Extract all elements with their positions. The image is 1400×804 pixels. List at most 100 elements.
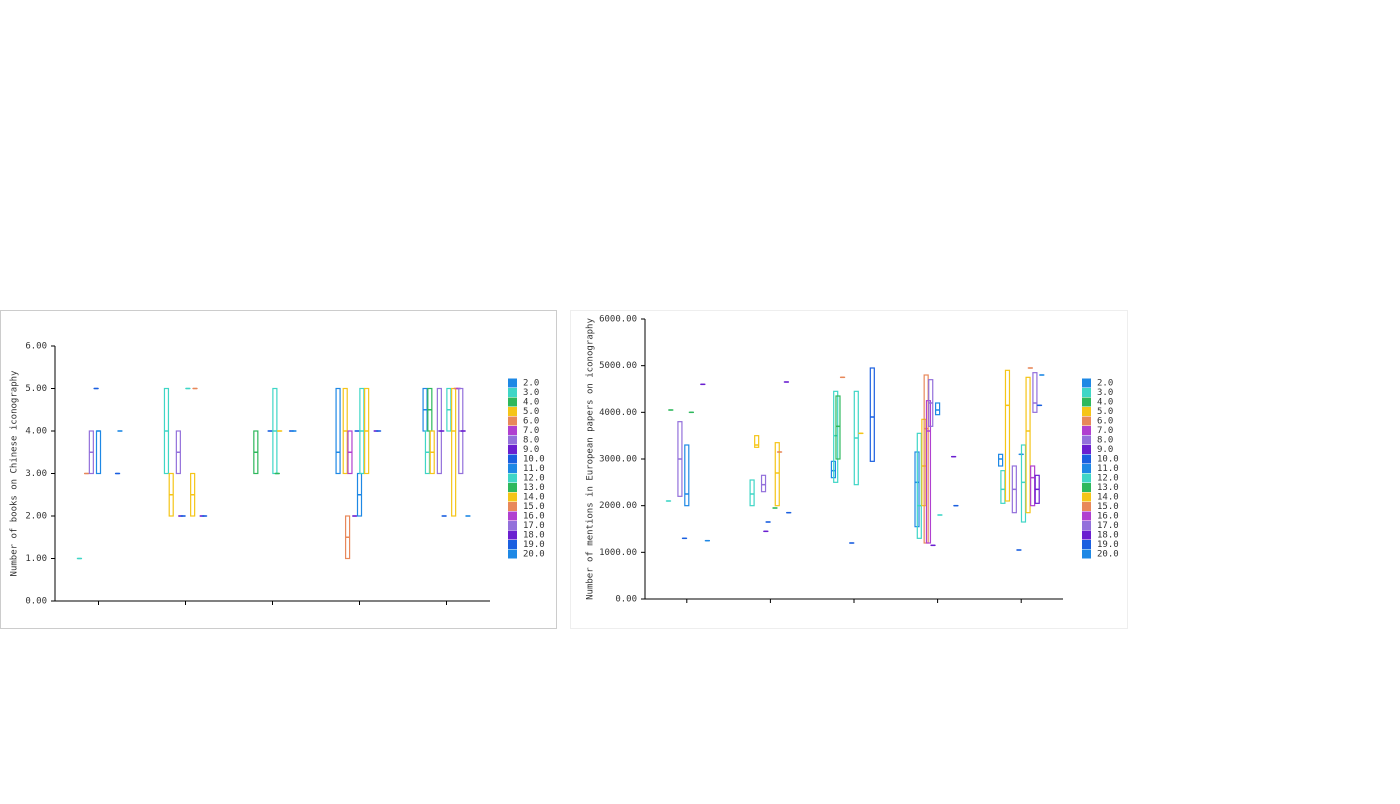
legend-swatch	[1082, 531, 1091, 540]
legend-label: 6.0	[523, 417, 539, 427]
legend-label: 16.0	[523, 512, 545, 522]
legend-label: 2.0	[523, 379, 539, 389]
y-tick-label: 6.00	[25, 342, 47, 352]
legend-swatch	[508, 483, 517, 492]
panel-frame	[571, 311, 1128, 629]
legend-swatch	[508, 398, 517, 407]
legend-swatch	[508, 540, 517, 549]
legend-swatch	[1082, 426, 1091, 435]
y-tick-label: 4000.00	[599, 408, 637, 418]
legend-label: 11.0	[523, 464, 545, 474]
legend-label: 6.0	[1097, 417, 1113, 427]
legend-label: 20.0	[523, 550, 545, 560]
box	[685, 445, 689, 506]
box	[870, 368, 874, 461]
legend-label: 3.0	[1097, 388, 1113, 398]
legend-swatch	[508, 388, 517, 397]
legend-label: 4.0	[523, 398, 539, 408]
legend-label: 9.0	[523, 445, 539, 455]
legend-swatch	[1082, 436, 1091, 445]
legend-swatch	[508, 521, 517, 530]
legend-swatch	[1082, 521, 1091, 530]
y-tick-label: 0.00	[25, 597, 47, 607]
legend-label: 18.0	[1097, 531, 1119, 541]
y-tick-label: 5000.00	[599, 361, 637, 371]
legend-swatch	[508, 502, 517, 511]
legend-label: 8.0	[523, 436, 539, 446]
box	[1031, 466, 1035, 506]
box	[452, 389, 456, 517]
y-axis-label: Number of books on Chinese iconography	[10, 370, 20, 576]
legend-label: 18.0	[523, 531, 545, 541]
y-tick-label: 0.00	[615, 595, 637, 605]
legend-swatch	[1082, 493, 1091, 502]
y-tick-label: 4.00	[25, 427, 47, 437]
legend-label: 10.0	[523, 455, 545, 465]
legend-swatch	[508, 436, 517, 445]
box	[336, 389, 340, 474]
legend-label: 17.0	[1097, 521, 1119, 531]
legend-swatch	[1082, 464, 1091, 473]
legend-label: 8.0	[1097, 436, 1113, 446]
legend-swatch	[508, 474, 517, 483]
legend-label: 2.0	[1097, 379, 1113, 389]
legend-swatch	[508, 426, 517, 435]
y-tick-label: 1000.00	[599, 548, 637, 558]
legend-swatch	[1082, 540, 1091, 549]
legend-swatch	[1082, 407, 1091, 416]
legend-swatch	[1082, 483, 1091, 492]
box	[936, 403, 940, 415]
legend-swatch	[1082, 398, 1091, 407]
y-tick-label: 2000.00	[599, 501, 637, 511]
legend-swatch	[1082, 474, 1091, 483]
legend-swatch	[508, 455, 517, 464]
y-tick-label: 2.00	[25, 512, 47, 522]
legend-label: 17.0	[523, 521, 545, 531]
box	[1033, 373, 1037, 413]
legend-label: 9.0	[1097, 445, 1113, 455]
box	[750, 480, 754, 506]
legend-label: 20.0	[1097, 550, 1119, 560]
legend-swatch	[508, 379, 517, 388]
legend-label: 14.0	[523, 493, 545, 503]
legend-label: 19.0	[1097, 540, 1119, 550]
legend-swatch	[1082, 455, 1091, 464]
y-tick-label: 5.00	[25, 384, 47, 394]
legend-label: 7.0	[1097, 426, 1113, 436]
legend-swatch	[1082, 379, 1091, 388]
legend-swatch	[508, 464, 517, 473]
legend-swatch	[1082, 550, 1091, 559]
legend-label: 13.0	[523, 483, 545, 493]
legend-label: 5.0	[523, 407, 539, 417]
y-tick-label: 3000.00	[599, 455, 637, 465]
legend-swatch	[508, 550, 517, 559]
legend-label: 10.0	[1097, 455, 1119, 465]
legend-label: 11.0	[1097, 464, 1119, 474]
legend-swatch	[508, 445, 517, 454]
legend-swatch	[508, 493, 517, 502]
legend-swatch	[1082, 388, 1091, 397]
legend-label: 15.0	[523, 502, 545, 512]
box	[1021, 445, 1025, 522]
legend-swatch	[508, 531, 517, 540]
legend-swatch	[1082, 512, 1091, 521]
legend-label: 19.0	[523, 540, 545, 550]
legend-label: 13.0	[1097, 483, 1119, 493]
y-tick-label: 3.00	[25, 469, 47, 479]
legend-label: 12.0	[523, 474, 545, 484]
legend-label: 12.0	[1097, 474, 1119, 484]
legend-swatch	[1082, 502, 1091, 511]
legend-label: 3.0	[523, 388, 539, 398]
legend-label: 16.0	[1097, 512, 1119, 522]
box	[97, 431, 101, 474]
legend-label: 14.0	[1097, 493, 1119, 503]
y-tick-label: 6000.00	[599, 315, 637, 325]
legend-swatch	[508, 407, 517, 416]
box	[999, 454, 1003, 466]
box	[1026, 377, 1030, 512]
legend-swatch	[1082, 445, 1091, 454]
box	[1001, 471, 1005, 504]
panel-frame	[1, 311, 557, 629]
box	[762, 475, 766, 491]
